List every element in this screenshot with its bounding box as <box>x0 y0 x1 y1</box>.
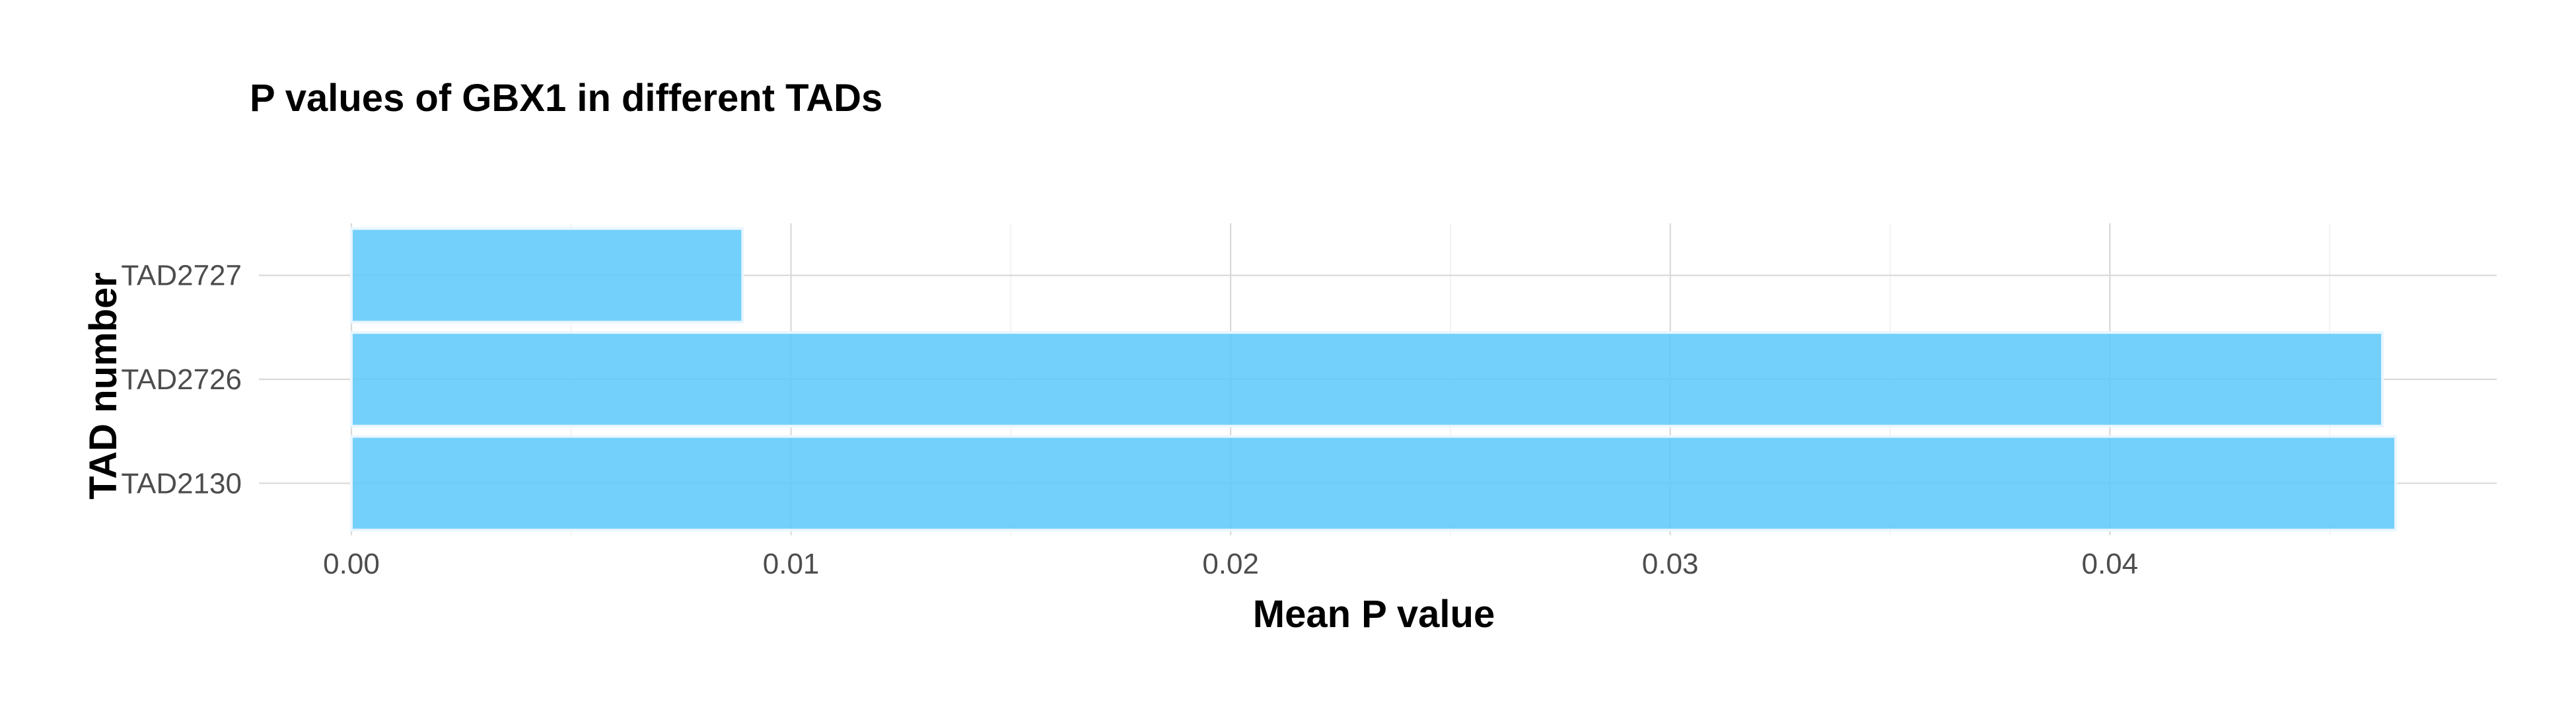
y-tick-label: TAD2726 <box>121 363 242 396</box>
y-axis-title: TAD number <box>82 272 125 500</box>
bar-tad2727 <box>350 227 744 324</box>
y-tick-label: TAD2727 <box>121 260 242 292</box>
bars <box>350 227 2397 532</box>
x-axis-title: Mean P value <box>1253 593 1495 636</box>
x-tick-label: 0.02 <box>1202 548 1259 580</box>
chart-title: P values of GBX1 in different TADs <box>250 77 882 120</box>
y-tick-labels: TAD2727 TAD2726 TAD2130 <box>121 260 242 500</box>
x-tick-label: 0.01 <box>763 548 820 580</box>
x-tick-label: 0.03 <box>1642 548 1699 580</box>
x-tick-label: 0.04 <box>2081 548 2138 580</box>
x-tick-labels: 0.00 0.01 0.02 0.03 0.04 <box>323 548 2138 580</box>
bar-tad2726 <box>350 331 2384 428</box>
y-tick-label: TAD2130 <box>121 467 242 500</box>
x-tick-label: 0.00 <box>323 548 380 580</box>
bar-tad2130 <box>350 435 2397 532</box>
